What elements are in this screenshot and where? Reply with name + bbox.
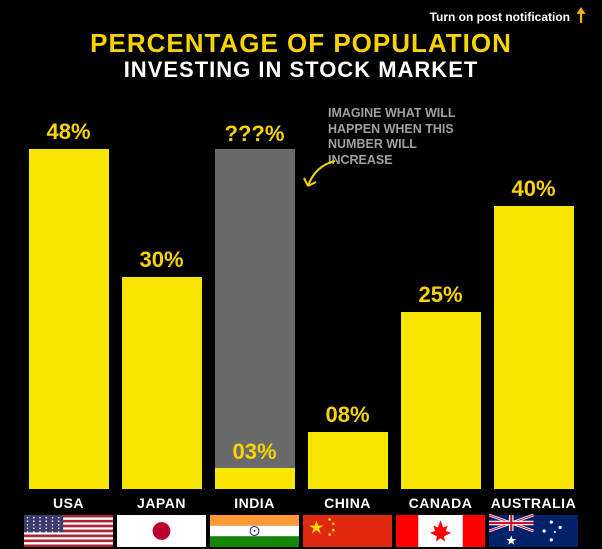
notification-text: Turn on post notification	[430, 10, 570, 24]
flag-usa	[24, 513, 113, 549]
bar-column: 25%	[396, 282, 485, 489]
flag-china	[303, 513, 392, 549]
ghost-value-label: ???%	[215, 121, 295, 147]
ghost-bar: ???%	[215, 149, 295, 489]
bar	[215, 468, 295, 489]
country-label: CHINA	[303, 495, 392, 511]
country-label: JAPAN	[117, 495, 206, 511]
bar-column: 40%	[489, 176, 578, 489]
value-label: 30%	[139, 247, 183, 273]
notification-banner: Turn on post notification	[430, 6, 588, 27]
value-label: 08%	[325, 402, 369, 428]
bar-column: ???%03%	[210, 468, 299, 489]
flag-india	[210, 513, 299, 549]
country-label: AUSTRALIA	[489, 495, 578, 511]
bar-column: 30%	[117, 247, 206, 490]
bar-column: 08%	[303, 402, 392, 489]
arrow-up-icon	[574, 6, 588, 27]
value-label: 48%	[46, 119, 90, 145]
title-line-1: PERCENTAGE OF POPULATION	[0, 28, 602, 59]
bar	[122, 277, 202, 490]
country-labels-row: USAJAPANINDIACHINACANADAAUSTRALIA	[22, 495, 580, 511]
title-line-2: INVESTING IN STOCK MARKET	[0, 57, 602, 83]
value-label: 40%	[511, 176, 555, 202]
flag-japan	[117, 513, 206, 549]
bar-column: 48%	[24, 119, 113, 489]
bar	[401, 312, 481, 489]
flags-row	[22, 513, 580, 549]
flag-canada	[396, 513, 485, 549]
value-label: 03%	[232, 439, 276, 465]
bar	[29, 149, 109, 489]
flag-australia	[489, 513, 578, 549]
value-label: 25%	[418, 282, 462, 308]
country-label: CANADA	[396, 495, 485, 511]
country-label: INDIA	[210, 495, 299, 511]
bar	[494, 206, 574, 489]
bar	[308, 432, 388, 489]
bar-chart: 48%30%???%03%08%25%40%	[22, 100, 580, 489]
country-label: USA	[24, 495, 113, 511]
